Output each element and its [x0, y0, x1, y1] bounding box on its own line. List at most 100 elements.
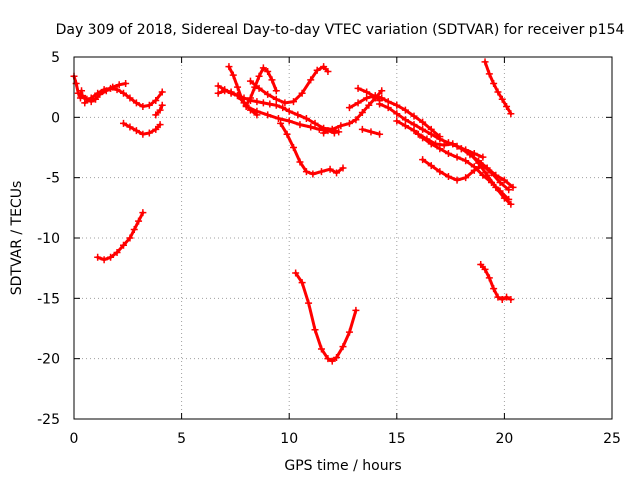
- data-point: [311, 119, 319, 127]
- data-point: [485, 70, 493, 78]
- x-tick-label: 5: [177, 431, 186, 447]
- series-line: [356, 86, 382, 102]
- data-point: [393, 101, 401, 109]
- data-point: [419, 125, 427, 133]
- data-point: [152, 125, 160, 133]
- data-point: [158, 101, 166, 109]
- data-point: [333, 353, 341, 361]
- data-point: [419, 118, 427, 126]
- data-point: [145, 101, 153, 109]
- data-point: [384, 104, 392, 112]
- data-point: [214, 89, 222, 97]
- series-arc-d: [152, 101, 166, 119]
- data-point: [126, 234, 134, 242]
- series-arc-x: [477, 261, 515, 304]
- data-point: [328, 125, 336, 133]
- y-tick-label: -5: [46, 171, 60, 187]
- data-point: [376, 130, 384, 138]
- tick-labels: 0 5 10 15 20 25 -25 -20 -15 -10 -5 0 5: [37, 50, 621, 447]
- data-point: [410, 121, 418, 129]
- series-arc-i: [214, 87, 261, 119]
- data-point: [494, 88, 502, 96]
- data-point: [122, 80, 130, 88]
- x-tick-label: 20: [495, 431, 513, 447]
- series-line: [451, 142, 513, 206]
- plot-frame: [73, 56, 613, 420]
- chart-title: Day 309 of 2018, Sidereal Day-to-day VTE…: [56, 22, 625, 38]
- data-point: [479, 153, 487, 161]
- data-point: [335, 128, 343, 136]
- data-point: [119, 89, 127, 97]
- data-point: [290, 144, 298, 151]
- data-point: [378, 87, 386, 95]
- data-point: [274, 115, 282, 123]
- data-point: [100, 86, 108, 94]
- series-arc-c: [81, 84, 166, 110]
- data-point: [363, 94, 371, 102]
- data-point: [255, 72, 263, 80]
- data-point: [485, 274, 493, 282]
- series-arc-k: [246, 63, 332, 107]
- data-point: [365, 101, 373, 109]
- series-arc-e: [119, 119, 164, 138]
- data-point: [427, 140, 435, 148]
- y-tick-label: -20: [37, 352, 60, 368]
- data-point: [145, 129, 153, 137]
- y-tick-label: -10: [37, 231, 60, 247]
- data-point: [119, 119, 127, 127]
- data-point: [285, 117, 293, 125]
- data-point: [132, 127, 140, 135]
- data-point: [253, 98, 261, 106]
- data-point: [324, 67, 332, 75]
- data-point: [283, 130, 291, 138]
- data-point: [242, 102, 250, 110]
- data-point: [352, 116, 360, 124]
- data-point: [130, 226, 138, 234]
- data-point: [311, 326, 319, 334]
- x-axis-label: GPS time / hours: [284, 458, 401, 474]
- data-point: [462, 157, 470, 165]
- data-point: [507, 200, 515, 208]
- data-point: [345, 104, 353, 112]
- x-tick-label: 15: [388, 431, 406, 447]
- data-point: [113, 86, 121, 94]
- data-point: [279, 104, 287, 112]
- data-point: [259, 64, 267, 72]
- data-point: [487, 169, 495, 177]
- data-point: [253, 107, 261, 115]
- data-point: [79, 92, 87, 100]
- data-point: [264, 111, 272, 119]
- data-point: [264, 90, 272, 98]
- data-point: [255, 84, 263, 92]
- data-point: [339, 164, 347, 172]
- data-series: [70, 58, 517, 365]
- data-point: [272, 101, 280, 109]
- data-point: [115, 81, 123, 89]
- data-point: [81, 99, 89, 107]
- data-point: [290, 98, 298, 106]
- data-point: [135, 217, 143, 225]
- data-point: [305, 299, 313, 307]
- data-point: [156, 121, 164, 129]
- data-point: [393, 117, 401, 125]
- data-point: [436, 135, 444, 143]
- data-point: [507, 296, 515, 304]
- data-point: [393, 110, 401, 118]
- series-arc-t: [393, 117, 513, 203]
- data-point: [352, 306, 360, 314]
- data-point: [214, 82, 222, 90]
- data-point: [126, 123, 134, 131]
- data-point: [363, 88, 371, 96]
- data-point: [100, 256, 108, 264]
- grid: [74, 57, 612, 419]
- data-point: [354, 84, 362, 92]
- data-point: [285, 107, 293, 115]
- data-point: [313, 66, 321, 74]
- data-point: [358, 109, 366, 117]
- data-point: [272, 95, 280, 103]
- data-point: [339, 343, 347, 351]
- data-point: [328, 357, 336, 365]
- data-point: [156, 106, 164, 114]
- data-point: [264, 67, 272, 75]
